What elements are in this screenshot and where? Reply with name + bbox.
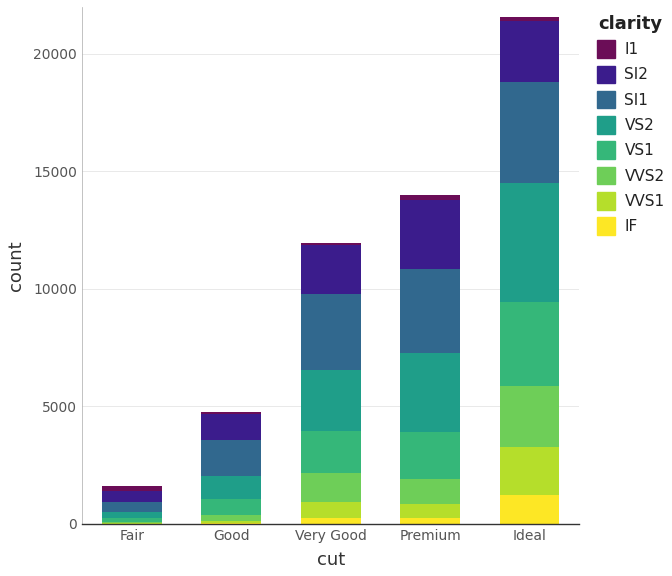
Bar [401, 353, 460, 432]
Bar [102, 511, 161, 518]
Bar [202, 439, 261, 476]
Bar [102, 491, 161, 502]
Bar [500, 21, 560, 82]
Bar [401, 518, 460, 524]
Bar [401, 504, 460, 518]
Bar [102, 522, 161, 523]
Bar [301, 294, 361, 370]
Bar [500, 17, 560, 21]
Bar [500, 386, 560, 448]
Bar [202, 414, 261, 439]
Bar [301, 473, 361, 502]
Bar [500, 183, 560, 302]
Y-axis label: count: count [7, 240, 25, 291]
Bar [202, 499, 261, 514]
Bar [102, 518, 161, 522]
Bar [500, 448, 560, 495]
Bar [301, 370, 361, 431]
Bar [301, 243, 361, 245]
Bar [500, 495, 560, 524]
Bar [401, 200, 460, 269]
Bar [401, 195, 460, 200]
Bar [301, 431, 361, 473]
Bar [401, 432, 460, 479]
X-axis label: cut: cut [317, 551, 345, 569]
Legend: I1, SI2, SI1, VS2, VS1, VVS2, VVS1, IF: I1, SI2, SI1, VS2, VS1, VVS2, VVS1, IF [597, 14, 665, 235]
Bar [500, 302, 560, 386]
Bar [202, 514, 261, 521]
Bar [301, 502, 361, 518]
Bar [202, 521, 261, 524]
Bar [301, 518, 361, 524]
Bar [401, 479, 460, 504]
Bar [202, 476, 261, 499]
Bar [102, 486, 161, 491]
Bar [301, 245, 361, 294]
Bar [500, 82, 560, 183]
Bar [202, 412, 261, 414]
Bar [401, 269, 460, 353]
Bar [102, 502, 161, 511]
